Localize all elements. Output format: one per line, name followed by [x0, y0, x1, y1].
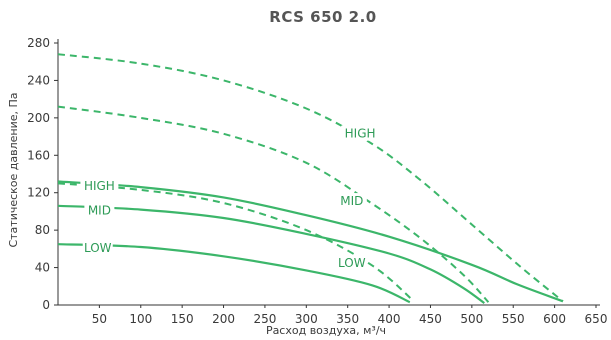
x-tick-label: 350	[336, 312, 359, 326]
x-axis-label: Расход воздуха, м³/ч	[266, 324, 386, 337]
x-tick-label: 300	[295, 312, 318, 326]
series-group	[58, 54, 563, 303]
x-tick-label: 600	[543, 312, 566, 326]
x-tick-label: 100	[129, 312, 152, 326]
curve-label-high-solid: HIGH	[84, 179, 115, 193]
x-tick-label: 450	[419, 312, 442, 326]
x-tick-label: 500	[460, 312, 483, 326]
y-tick-label: 120	[27, 186, 50, 200]
x-tick-label: 550	[502, 312, 525, 326]
curve-label-low-solid: LOW	[84, 241, 112, 255]
y-tick-label: 200	[27, 111, 50, 125]
series-line-mid-dashed	[58, 107, 488, 303]
y-tick-label: 80	[35, 223, 50, 237]
x-tick-label: 250	[253, 312, 276, 326]
y-tick-label: 0	[42, 298, 50, 312]
y-tick-label: 40	[35, 261, 50, 275]
curve-label-mid-dashed: MID	[340, 194, 363, 208]
x-tick-label: 50	[92, 312, 107, 326]
x-tick-label: 400	[378, 312, 401, 326]
y-tick-label: 240	[27, 73, 50, 87]
curve-label-high-dashed: HIGH	[345, 127, 376, 141]
curve-label-low-dashed: LOW	[338, 256, 366, 270]
y-tick-label: 160	[27, 148, 50, 162]
y-tick-label: 280	[27, 36, 50, 50]
series-line-high-dashed	[58, 54, 563, 301]
chart-title: RCS 650 2.0	[269, 8, 376, 26]
x-tick-label: 200	[212, 312, 235, 326]
x-tick-label: 650	[585, 312, 608, 326]
series-line-high-solid	[58, 182, 563, 302]
y-axis-label: Статическое давление, Па	[7, 92, 20, 247]
curve-label-mid-solid: MID	[88, 203, 111, 217]
series-line-mid-solid	[58, 206, 484, 303]
x-tick-label: 150	[171, 312, 194, 326]
